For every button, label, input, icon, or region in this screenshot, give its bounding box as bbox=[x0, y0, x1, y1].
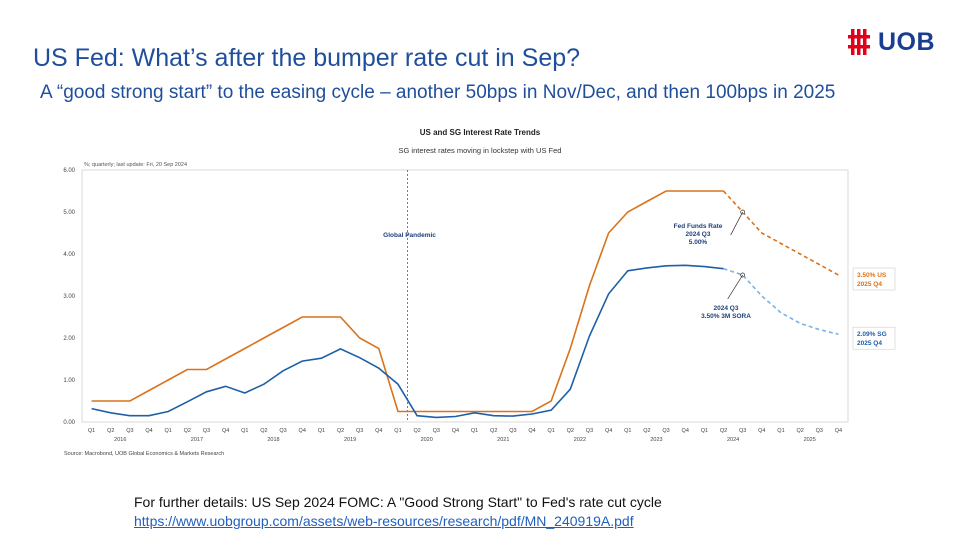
sora-annotation-line: 3.50% 3M SORA bbox=[701, 313, 751, 320]
x-tick-year: 2023 bbox=[650, 437, 662, 443]
x-tick-year: 2018 bbox=[267, 437, 279, 443]
x-tick-year: 2016 bbox=[114, 437, 126, 443]
x-tick-quarter: Q2 bbox=[796, 428, 803, 434]
x-tick-quarter: Q1 bbox=[394, 428, 401, 434]
x-tick-quarter: Q3 bbox=[279, 428, 286, 434]
end-label-period-0: 2025 Q4 bbox=[857, 281, 882, 288]
chart-source: Source: Macrobond, UOB Global Economics … bbox=[64, 451, 224, 457]
uob-logo-icon bbox=[848, 29, 870, 55]
x-tick-quarter: Q1 bbox=[701, 428, 708, 434]
series-line-1 bbox=[91, 264, 724, 419]
end-label-box-0 bbox=[852, 267, 896, 291]
x-tick-year: 2024 bbox=[727, 437, 739, 443]
x-tick-year: 2020 bbox=[421, 437, 433, 443]
x-tick-quarter: Q4 bbox=[452, 428, 459, 434]
x-tick-quarter: Q2 bbox=[107, 428, 114, 434]
chart-title: US and SG Interest Rate Trends bbox=[419, 128, 541, 137]
x-tick-quarter: Q2 bbox=[413, 428, 420, 434]
x-tick-quarter: Q1 bbox=[548, 428, 555, 434]
x-tick-quarter: Q3 bbox=[816, 428, 823, 434]
y-tick-label: 6.00 bbox=[63, 168, 75, 174]
x-tick-year: 2022 bbox=[574, 437, 586, 443]
x-tick-quarter: Q4 bbox=[605, 428, 612, 434]
y-tick-label: 1.00 bbox=[63, 378, 75, 384]
x-tick-quarter: Q3 bbox=[433, 428, 440, 434]
x-tick-quarter: Q3 bbox=[586, 428, 593, 434]
x-tick-quarter: Q4 bbox=[375, 428, 382, 434]
x-tick-quarter: Q4 bbox=[145, 428, 152, 434]
end-label-period-1: 2025 Q4 bbox=[857, 340, 882, 347]
x-tick-quarter: Q2 bbox=[184, 428, 191, 434]
x-tick-quarter: Q4 bbox=[528, 428, 535, 434]
series-forecast-line-0 bbox=[722, 190, 839, 276]
x-tick-quarter: Q3 bbox=[126, 428, 133, 434]
chart-note: %; quarterly; last update: Fri, 20 Sep 2… bbox=[84, 162, 187, 168]
x-tick-quarter: Q3 bbox=[662, 428, 669, 434]
y-tick-label: 5.00 bbox=[63, 210, 75, 216]
y-tick-label: 0.00 bbox=[63, 420, 75, 426]
x-tick-quarter: Q1 bbox=[471, 428, 478, 434]
y-tick-label: 2.00 bbox=[63, 336, 75, 342]
sora-annotation-line: 2024 Q3 bbox=[714, 305, 739, 312]
slide-subtitle: A “good strong start” to the easing cycl… bbox=[40, 82, 836, 103]
chart-subtitle: SG interest rates moving in lockstep wit… bbox=[398, 146, 562, 155]
fed-annotation-line: Fed Funds Rate bbox=[674, 223, 723, 230]
series-line-0 bbox=[91, 190, 724, 413]
x-tick-quarter: Q2 bbox=[643, 428, 650, 434]
x-tick-quarter: Q3 bbox=[509, 428, 516, 434]
x-tick-quarter: Q4 bbox=[682, 428, 689, 434]
x-tick-quarter: Q3 bbox=[739, 428, 746, 434]
x-tick-year: 2025 bbox=[804, 437, 816, 443]
x-tick-quarter: Q4 bbox=[758, 428, 765, 434]
x-tick-quarter: Q1 bbox=[165, 428, 172, 434]
x-tick-quarter: Q1 bbox=[318, 428, 325, 434]
footer-report-link[interactable]: https://www.uobgroup.com/assets/web-reso… bbox=[134, 513, 634, 529]
x-tick-quarter: Q4 bbox=[835, 428, 842, 434]
plot-frame bbox=[81, 169, 849, 423]
slide-title: US Fed: What’s after the bumper rate cut… bbox=[33, 44, 581, 72]
end-label-1: 2.09% SG bbox=[857, 331, 887, 338]
fed-annotation-line: 2024 Q3 bbox=[686, 231, 711, 238]
x-tick-quarter: Q2 bbox=[260, 428, 267, 434]
footer-details-text: For further details: US Sep 2024 FOMC: A… bbox=[134, 494, 662, 510]
x-tick-quarter: Q1 bbox=[241, 428, 248, 434]
x-tick-quarter: Q2 bbox=[720, 428, 727, 434]
end-label-0: 3.50% US bbox=[857, 272, 887, 279]
x-tick-quarter: Q4 bbox=[222, 428, 229, 434]
x-tick-quarter: Q3 bbox=[356, 428, 363, 434]
x-tick-year: 2017 bbox=[191, 437, 203, 443]
y-tick-label: 4.00 bbox=[63, 252, 75, 258]
x-tick-year: 2019 bbox=[344, 437, 356, 443]
sora-annotation-leader bbox=[727, 274, 743, 300]
x-tick-quarter: Q3 bbox=[203, 428, 210, 434]
uob-logo-text: UOB bbox=[878, 27, 936, 56]
uob-logo: UOB bbox=[848, 28, 935, 56]
pandemic-label: Global Pandemic bbox=[383, 232, 436, 239]
x-tick-quarter: Q1 bbox=[624, 428, 631, 434]
end-label-box-1 bbox=[852, 326, 896, 350]
interest-rate-chart: %; quarterly; last update: Fri, 20 Sep 2… bbox=[63, 162, 896, 457]
y-tick-label: 3.00 bbox=[63, 294, 75, 300]
x-tick-quarter: Q2 bbox=[337, 428, 344, 434]
x-tick-quarter: Q2 bbox=[567, 428, 574, 434]
fed-annotation-line: 5.00% bbox=[689, 239, 708, 246]
x-tick-year: 2021 bbox=[497, 437, 509, 443]
x-tick-quarter: Q1 bbox=[88, 428, 95, 434]
x-tick-quarter: Q4 bbox=[299, 428, 306, 434]
x-tick-quarter: Q2 bbox=[490, 428, 497, 434]
x-tick-quarter: Q1 bbox=[777, 428, 784, 434]
fed-annotation-leader bbox=[730, 211, 743, 236]
